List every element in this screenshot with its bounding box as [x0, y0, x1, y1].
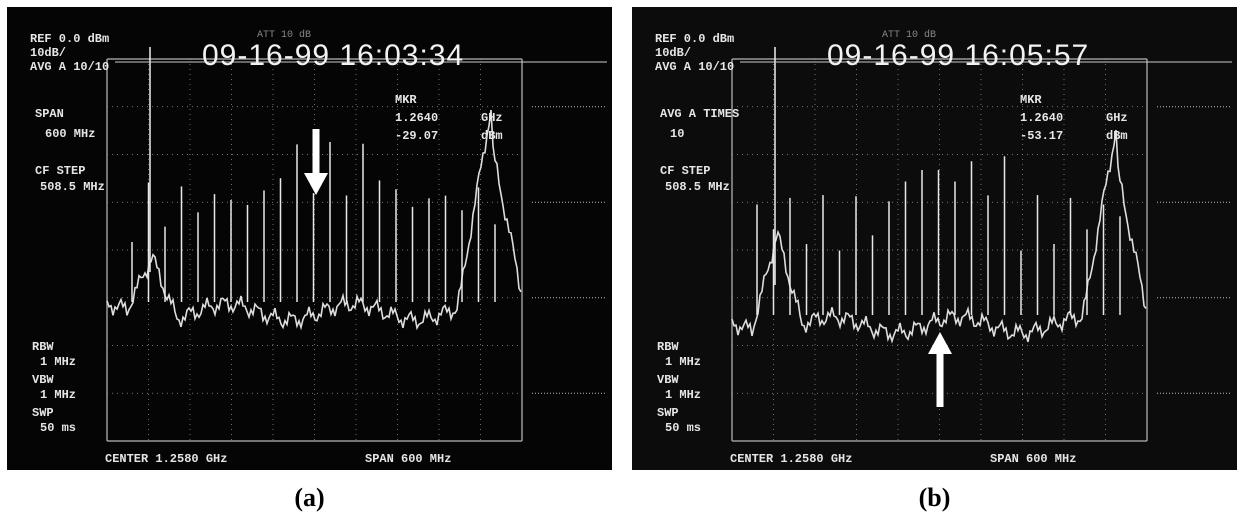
setting-text: AVG A TIMES [660, 107, 739, 121]
marker-level: -29.07 [395, 129, 438, 143]
bandwidth-text: 1 MHz [665, 355, 701, 369]
setting-text: 600 MHz [45, 127, 95, 141]
setting-text: CF STEP [660, 164, 710, 178]
setting-text: 508.5 MHz [665, 180, 730, 194]
header-text: AVG A 10/10 [30, 60, 109, 74]
header-text: REF 0.0 dBm [30, 32, 109, 46]
span-setting: SPAN 600 MHz [990, 452, 1076, 466]
arrow-head [928, 332, 952, 354]
marker-unit: dBm [481, 129, 503, 143]
bandwidth-text: VBW [32, 373, 54, 387]
spectrum-trace [106, 109, 522, 331]
marker-unit: dBm [1106, 129, 1128, 143]
spectrum-trace [731, 129, 1147, 344]
timestamp: 09-16-99 16:05:57 [827, 39, 1089, 72]
bandwidth-text: SWP [657, 406, 679, 420]
span-setting: SPAN 600 MHz [365, 452, 451, 466]
header-text: REF 0.0 dBm [655, 32, 734, 46]
marker-label: MKR [395, 93, 417, 107]
bandwidth-text: 1 MHz [40, 388, 76, 402]
setting-text: CF STEP [35, 164, 85, 178]
header-text: AVG A 10/10 [655, 60, 734, 74]
setting-text: 10 [670, 127, 684, 141]
marker-level: -53.17 [1020, 129, 1063, 143]
bandwidth-text: RBW [657, 340, 679, 354]
marker-unit: GHz [1106, 111, 1128, 125]
marker-frequency: 1.2640 [1020, 111, 1063, 125]
marker-frequency: 1.2640 [395, 111, 438, 125]
bandwidth-text: VBW [657, 373, 679, 387]
header-text: 10dB/ [655, 46, 691, 60]
attenuation: ATT 10 dB [257, 29, 311, 41]
arrow-head [304, 173, 328, 195]
setting-text: SPAN [35, 107, 64, 121]
center-frequency: CENTER 1.2580 GHz [730, 452, 852, 466]
center-frequency: CENTER 1.2580 GHz [105, 452, 227, 466]
bandwidth-text: SWP [32, 406, 54, 420]
caption: (b) [919, 483, 951, 512]
caption: (a) [294, 483, 324, 512]
attenuation: ATT 10 dB [882, 29, 936, 41]
bandwidth-text: 1 MHz [665, 388, 701, 402]
bandwidth-text: 50 ms [665, 421, 701, 435]
header-text: 10dB/ [30, 46, 66, 60]
bandwidth-text: 1 MHz [40, 355, 76, 369]
marker-label: MKR [1020, 93, 1042, 107]
screen-background [632, 7, 1237, 470]
setting-text: 508.5 MHz [40, 180, 105, 194]
bandwidth-text: RBW [32, 340, 54, 354]
bandwidth-text: 50 ms [40, 421, 76, 435]
timestamp: 09-16-99 16:03:34 [202, 39, 464, 72]
marker-unit: GHz [481, 111, 503, 125]
